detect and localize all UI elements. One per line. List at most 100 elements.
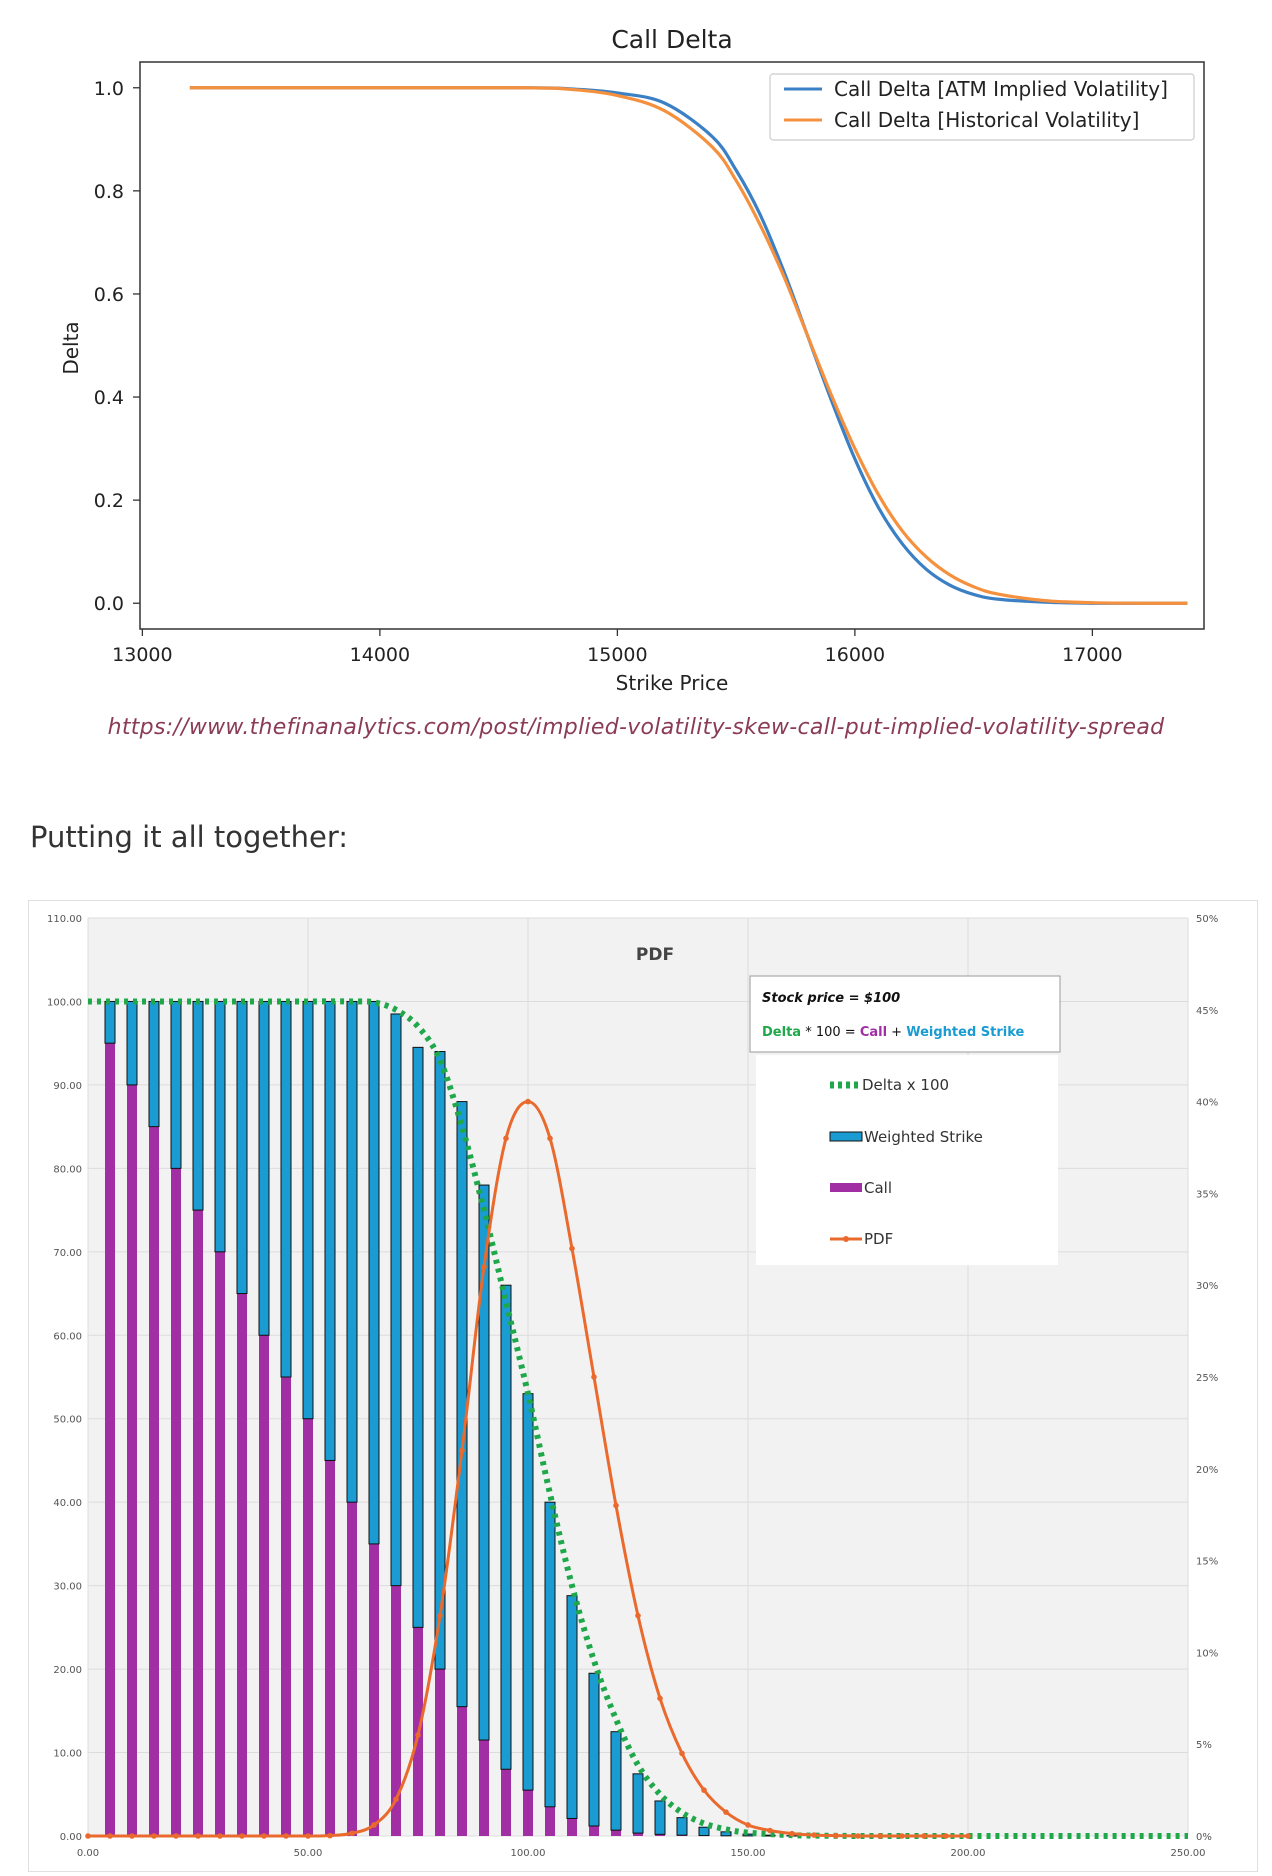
weighted-strike-bar — [632, 1773, 644, 1834]
weighted-strike-bar — [192, 1000, 204, 1211]
weighted-strike-bar — [170, 1000, 182, 1169]
pdf-point — [701, 1787, 707, 1793]
weighted-strike-bar — [566, 1595, 578, 1819]
y-tick-label: 0.4 — [94, 387, 124, 409]
note-formula-mid: * 100 = — [801, 1025, 860, 1040]
x-tick-label: 0.00 — [77, 1848, 99, 1859]
call-delta-plot-area — [139, 61, 1205, 630]
pdf-point — [261, 1833, 267, 1839]
x-tick-label: 15000 — [587, 644, 647, 666]
pdf-point — [547, 1135, 553, 1142]
note-formula-ws: Weighted Strike — [906, 1025, 1024, 1040]
weighted-strike-bar — [434, 1051, 446, 1670]
note-formula-call: Call — [860, 1025, 887, 1040]
weighted-strike-bar — [346, 1000, 358, 1503]
weighted-strike-bar — [302, 1000, 314, 1420]
pdf-point — [481, 1264, 487, 1270]
y-tick-label: 10.00 — [53, 1749, 82, 1760]
legend-label-delta: Delta x 100 — [862, 1076, 949, 1094]
weighted-strike-bar — [654, 1800, 666, 1835]
call-bar — [303, 1418, 313, 1836]
legend-label-call: Call — [864, 1179, 892, 1197]
pdf-point — [877, 1833, 883, 1839]
x-tick-label: 150.00 — [731, 1848, 766, 1859]
weighted-strike-bar — [280, 1000, 292, 1378]
pdf-point — [613, 1502, 619, 1509]
source-link[interactable]: https://www.thefinanalytics.com/post/imp… — [107, 715, 1165, 740]
call-bar — [457, 1706, 467, 1836]
weighted-strike-bar — [610, 1731, 622, 1831]
legend-label-atm: Call Delta [ATM Implied Volatility] — [834, 77, 1168, 101]
y-tick-label: 70.00 — [53, 1248, 82, 1259]
pdf-point — [569, 1245, 575, 1252]
pdf-point — [305, 1833, 311, 1839]
call-bar — [545, 1806, 555, 1836]
call-bar — [105, 1043, 115, 1836]
series-line-atm — [189, 86, 1188, 605]
y2-tick-label: 50% — [1196, 914, 1218, 925]
pdf-chart-legend: Delta x 100 Weighted Strike Call PDF — [756, 1055, 1058, 1265]
pdf-point — [943, 1833, 949, 1839]
x-tick-label: 50.00 — [294, 1848, 323, 1859]
pdf-point — [921, 1833, 927, 1839]
legend-swatch-weighted-strike — [829, 1131, 863, 1142]
weighted-strike-bar — [390, 1013, 402, 1587]
y-tick-label: 60.00 — [53, 1331, 82, 1342]
y-tick-label: 0.6 — [94, 284, 124, 306]
y2-tick-label: 30% — [1196, 1281, 1218, 1292]
delta-x100-line — [88, 998, 1188, 1840]
weighted-strike-bar — [588, 1672, 600, 1827]
y2-tick-label: 5% — [1196, 1740, 1212, 1751]
weighted-strike-bar — [214, 1000, 226, 1253]
y2-tick-label: 10% — [1196, 1648, 1218, 1659]
call-delta-ylabel: Delta — [59, 321, 83, 374]
note-title: Stock price = $100 — [762, 991, 900, 1006]
y-tick-label: 40.00 — [53, 1498, 82, 1509]
pdf-point — [151, 1833, 157, 1839]
pdf-point — [437, 1612, 443, 1619]
stock-price-note-box: Stock price = $100 Delta * 100 = Call + … — [749, 975, 1061, 1053]
y-tick-label: 100.00 — [47, 997, 82, 1008]
y2-tick-label: 45% — [1196, 1006, 1218, 1017]
weighted-strike-bar — [478, 1184, 490, 1741]
y-tick-label: 90.00 — [53, 1081, 82, 1092]
weighted-strike-bar — [236, 1000, 248, 1295]
call-bar — [567, 1818, 577, 1836]
pdf-point — [657, 1695, 663, 1702]
y-tick-label: 20.00 — [53, 1665, 82, 1676]
legend-label-historical: Call Delta [Historical Volatility] — [834, 108, 1139, 132]
pdf-point — [85, 1833, 91, 1839]
call-bar — [237, 1293, 247, 1836]
y2-tick-label: 0% — [1196, 1832, 1212, 1843]
y-tick-label: 80.00 — [53, 1164, 82, 1175]
weighted-strike-bar — [500, 1284, 512, 1770]
call-bar — [259, 1335, 269, 1836]
pdf-point — [635, 1612, 641, 1619]
y-tick-label: 0.0 — [94, 593, 124, 615]
call-delta-xlabel: Strike Price — [616, 671, 729, 695]
call-bar — [149, 1126, 159, 1836]
y2-tick-label: 20% — [1196, 1465, 1218, 1476]
y2-tick-label: 40% — [1196, 1098, 1218, 1109]
pdf-point — [811, 1832, 817, 1838]
weighted-strike-bar — [148, 1000, 160, 1128]
call-bar — [655, 1834, 665, 1836]
weighted-strike-bar — [522, 1393, 534, 1791]
call-bar — [369, 1543, 379, 1836]
call-bar — [501, 1769, 511, 1836]
y-tick-label: 0.8 — [94, 181, 124, 203]
pdf-point — [393, 1796, 399, 1803]
pdf-point — [899, 1833, 905, 1839]
call-bar — [479, 1740, 489, 1836]
note-formula-delta: Delta — [762, 1025, 801, 1040]
note-formula: Delta * 100 = Call + Weighted Strike — [762, 1025, 1025, 1040]
weighted-strike-bar — [324, 1000, 336, 1461]
x-tick-label: 200.00 — [951, 1848, 986, 1859]
y2-tick-label: 15% — [1196, 1557, 1218, 1568]
pdf-point — [129, 1833, 135, 1839]
pdf-point — [327, 1832, 333, 1839]
pdf-point — [965, 1833, 971, 1839]
weighted-strike-bar — [544, 1501, 556, 1808]
pdf-point — [173, 1833, 179, 1839]
pdf-point — [371, 1822, 377, 1828]
